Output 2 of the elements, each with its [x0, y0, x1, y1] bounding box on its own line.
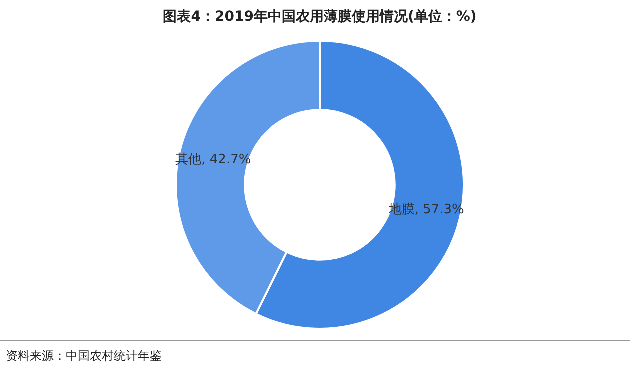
text: 资料来源：中国农村统计年鉴: [6, 348, 162, 365]
chart-title: 图表4：2019年中国农用薄膜使用情况(单位：%): [162, 8, 478, 26]
